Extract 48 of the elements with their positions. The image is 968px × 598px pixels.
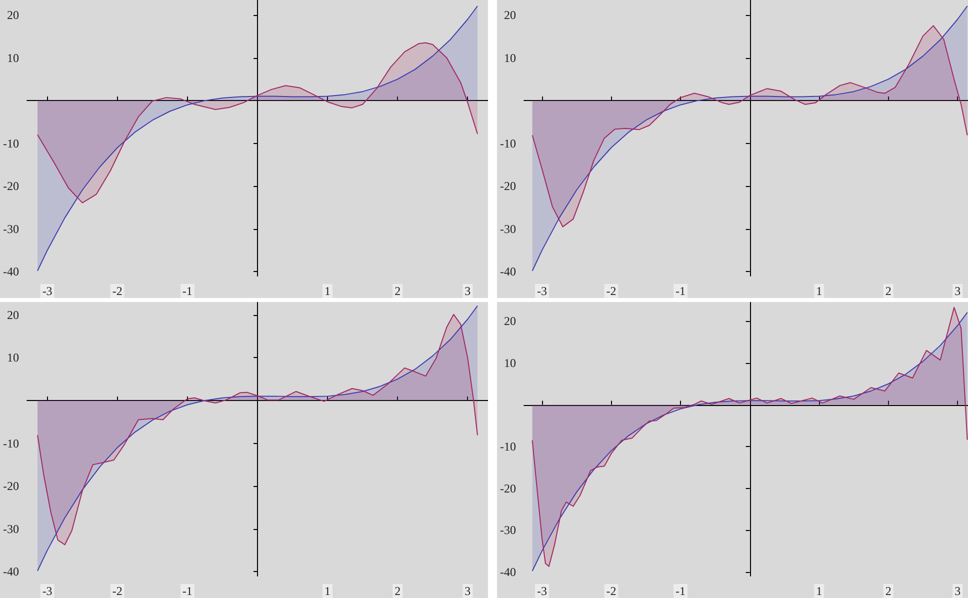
y-tick-label: -40 <box>500 564 516 579</box>
y-tick-label: 20 <box>504 314 516 328</box>
x-tick-label: -3 <box>537 284 548 298</box>
y-tick-label: 10 <box>504 356 516 370</box>
x-tick-label: 1 <box>816 584 822 598</box>
y-tick-label: -40 <box>2 564 19 579</box>
y-tick-label: -40 <box>500 264 516 279</box>
y-tick-label: 20 <box>6 8 19 22</box>
x-tick-label: 2 <box>394 284 401 298</box>
y-tick-label: 20 <box>504 8 516 22</box>
y-tick-label: -10 <box>500 440 516 454</box>
y-tick-label: -20 <box>500 481 516 496</box>
x-tick-label: -1 <box>676 584 686 598</box>
x-tick-label: 3 <box>464 584 471 598</box>
y-tick-label: 10 <box>504 50 516 65</box>
x-tick-label: 3 <box>954 284 961 298</box>
x-tick-label: 2 <box>885 584 892 598</box>
x-tick-label: 2 <box>394 584 401 598</box>
x-tick-label: 2 <box>885 284 892 298</box>
x-tick-label: -1 <box>676 284 686 298</box>
x-tick-label: -1 <box>182 584 192 598</box>
x-tick-label: -2 <box>606 284 616 298</box>
y-tick-label: -10 <box>2 136 19 150</box>
y-tick-label: -30 <box>500 523 516 538</box>
y-tick-label: 10 <box>6 50 19 65</box>
y-tick-label: -20 <box>500 179 516 194</box>
y-tick-label: -40 <box>2 264 19 279</box>
y-tick-label: 10 <box>6 350 19 365</box>
x-tick-label: 1 <box>324 584 331 598</box>
x-tick-label: -3 <box>537 584 548 598</box>
y-tick-label: -30 <box>500 222 516 236</box>
y-tick-label: -30 <box>2 522 19 536</box>
y-tick-label: -20 <box>2 179 19 194</box>
x-tick-label: -2 <box>112 284 122 298</box>
x-tick-label: -3 <box>42 584 52 598</box>
y-tick-label: -10 <box>500 136 516 150</box>
x-tick-label: -2 <box>112 584 122 598</box>
x-tick-label: 3 <box>954 584 961 598</box>
x-tick-label: 1 <box>816 284 822 298</box>
y-tick-label: -10 <box>2 436 19 450</box>
x-tick-label: 3 <box>464 284 471 298</box>
y-tick-label: -30 <box>2 222 19 236</box>
x-tick-label: -3 <box>42 284 52 298</box>
x-tick-label: 1 <box>324 284 331 298</box>
y-tick-label: 20 <box>6 308 19 322</box>
x-tick-label: -2 <box>606 584 616 598</box>
x-tick-label: -1 <box>182 284 192 298</box>
y-tick-label: -20 <box>2 479 19 494</box>
